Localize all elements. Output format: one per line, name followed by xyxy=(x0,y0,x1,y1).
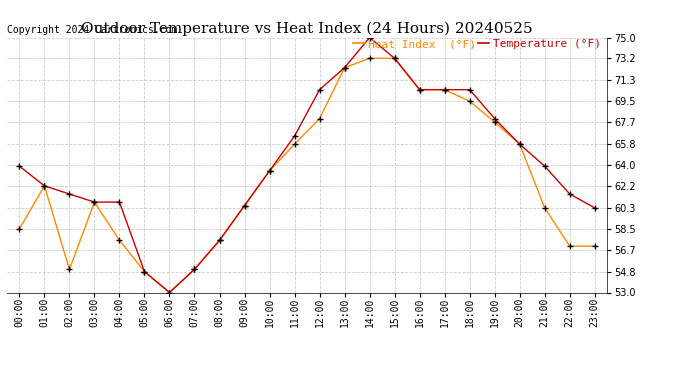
Legend: Heat Index  (°F), Temperature (°F): Heat Index (°F), Temperature (°F) xyxy=(353,38,602,50)
Title: Outdoor Temperature vs Heat Index (24 Hours) 20240525: Outdoor Temperature vs Heat Index (24 Ho… xyxy=(81,22,533,36)
Text: Copyright 2024 Cartronics.com: Copyright 2024 Cartronics.com xyxy=(7,25,177,35)
